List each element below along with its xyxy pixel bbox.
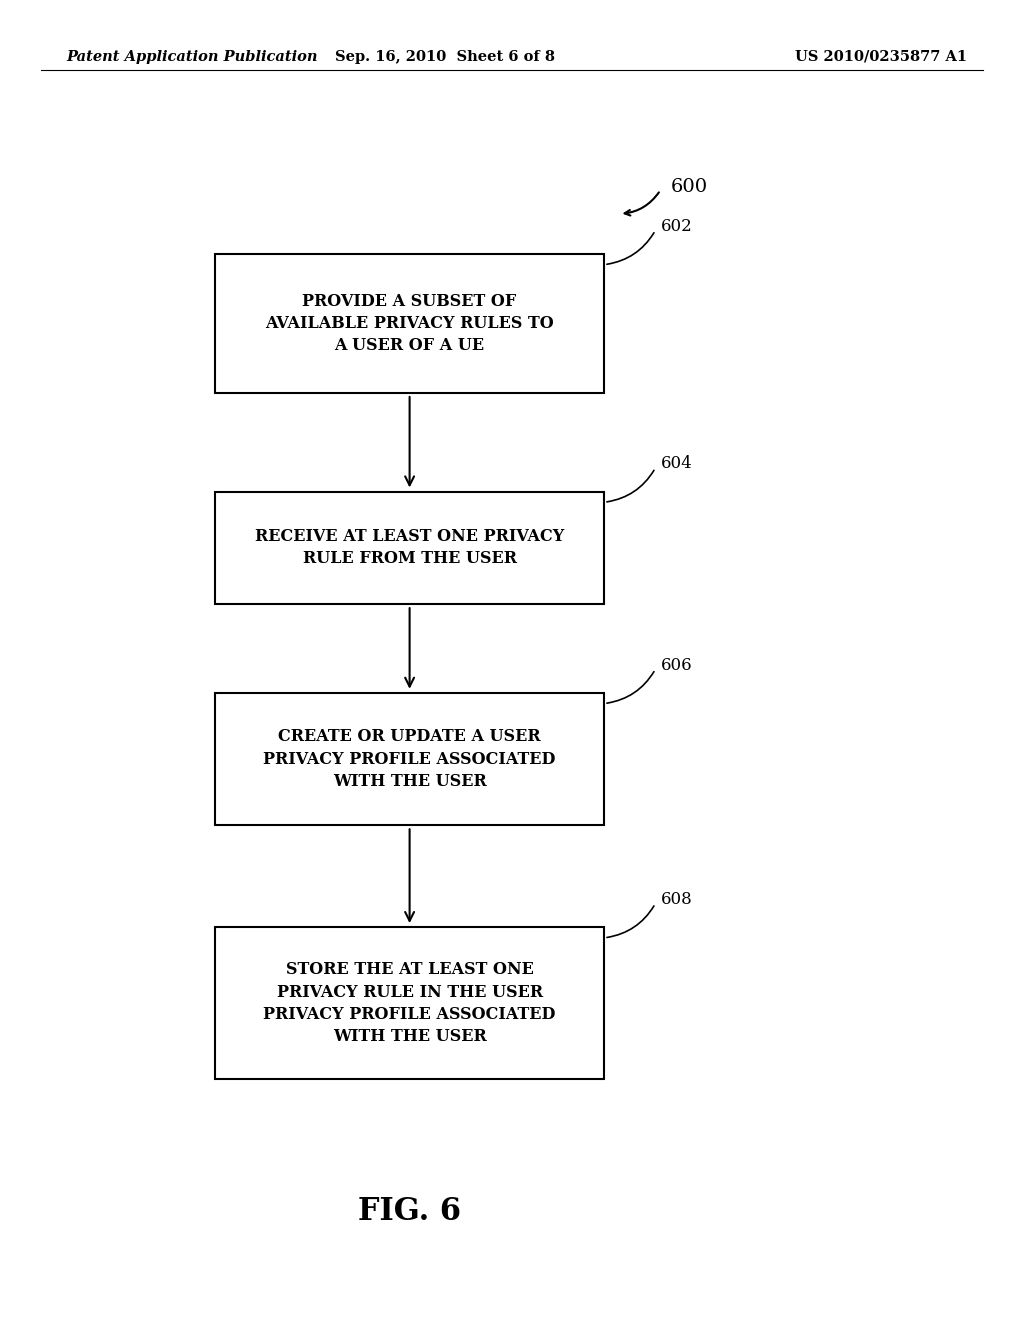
Text: 600: 600	[671, 178, 708, 197]
Text: FIG. 6: FIG. 6	[358, 1196, 461, 1228]
Text: 604: 604	[660, 455, 692, 473]
Text: STORE THE AT LEAST ONE
PRIVACY RULE IN THE USER
PRIVACY PROFILE ASSOCIATED
WITH : STORE THE AT LEAST ONE PRIVACY RULE IN T…	[263, 961, 556, 1045]
Text: 606: 606	[660, 657, 692, 673]
Text: Patent Application Publication: Patent Application Publication	[67, 50, 318, 63]
Text: 608: 608	[660, 891, 692, 908]
Text: CREATE OR UPDATE A USER
PRIVACY PROFILE ASSOCIATED
WITH THE USER: CREATE OR UPDATE A USER PRIVACY PROFILE …	[263, 729, 556, 789]
Bar	[215, 492, 604, 605]
Text: RECEIVE AT LEAST ONE PRIVACY
RULE FROM THE USER: RECEIVE AT LEAST ONE PRIVACY RULE FROM T…	[255, 528, 564, 568]
Text: 602: 602	[660, 218, 692, 235]
Text: Sep. 16, 2010  Sheet 6 of 8: Sep. 16, 2010 Sheet 6 of 8	[336, 50, 555, 63]
Bar	[215, 927, 604, 1080]
Bar	[215, 693, 604, 825]
Text: PROVIDE A SUBSET OF
AVAILABLE PRIVACY RULES TO
A USER OF A UE: PROVIDE A SUBSET OF AVAILABLE PRIVACY RU…	[265, 293, 554, 354]
Text: US 2010/0235877 A1: US 2010/0235877 A1	[795, 50, 967, 63]
Bar	[215, 253, 604, 393]
